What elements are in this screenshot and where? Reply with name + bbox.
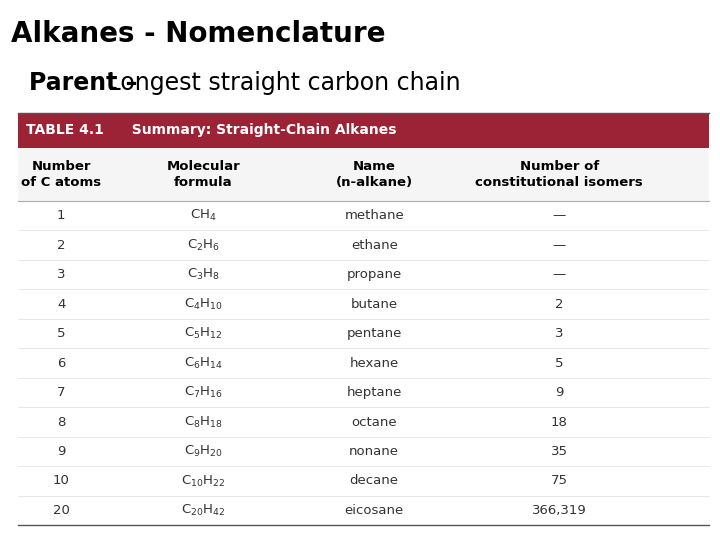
Bar [19,348,708,378]
Text: 10: 10 [53,475,70,488]
Text: 8: 8 [57,415,66,429]
Text: 7: 7 [57,386,66,399]
Text: eicosane: eicosane [345,504,404,517]
Text: butane: butane [351,298,397,310]
Text: Name
(n-alkane): Name (n-alkane) [336,160,413,189]
Text: 4: 4 [57,298,66,310]
Text: Number of
constitutional isomers: Number of constitutional isomers [475,160,643,189]
Text: C$_6$H$_{14}$: C$_6$H$_{14}$ [184,355,223,370]
Text: 3: 3 [555,327,564,340]
Text: 5: 5 [57,327,66,340]
Text: 2: 2 [57,239,66,252]
Text: —: — [553,209,566,222]
Text: Number
of C atoms: Number of C atoms [21,160,102,189]
Text: methane: methane [344,209,404,222]
Text: decane: decane [350,475,399,488]
Text: C$_5$H$_{12}$: C$_5$H$_{12}$ [184,326,222,341]
Text: 3: 3 [57,268,66,281]
Bar [19,148,708,201]
Text: Molecular
formula: Molecular formula [166,160,240,189]
Text: —: — [553,239,566,252]
Text: propane: propane [346,268,402,281]
Bar [19,496,708,525]
Text: ethane: ethane [351,239,397,252]
Text: heptane: heptane [346,386,402,399]
Text: 35: 35 [551,445,568,458]
Text: C$_8$H$_{18}$: C$_8$H$_{18}$ [184,415,223,429]
Text: 18: 18 [551,415,567,429]
Text: 75: 75 [551,475,568,488]
Bar [19,466,708,496]
Text: 9: 9 [57,445,66,458]
Bar [19,113,708,148]
Text: 366,319: 366,319 [532,504,587,517]
Text: 6: 6 [57,356,66,369]
Bar [19,319,708,348]
Text: C$_{20}$H$_{42}$: C$_{20}$H$_{42}$ [181,503,225,518]
Bar [19,260,708,289]
Bar [19,407,708,437]
Bar [19,289,708,319]
Text: hexane: hexane [350,356,399,369]
Bar [19,201,708,231]
Text: nonane: nonane [349,445,399,458]
Text: C$_9$H$_{20}$: C$_9$H$_{20}$ [184,444,223,459]
Text: Alkanes - Nomenclature: Alkanes - Nomenclature [12,20,386,48]
Text: Summary: Straight-Chain Alkanes: Summary: Straight-Chain Alkanes [122,124,396,138]
Text: C$_{10}$H$_{22}$: C$_{10}$H$_{22}$ [181,474,225,489]
Text: 5: 5 [555,356,564,369]
Text: 1: 1 [57,209,66,222]
Text: 2: 2 [555,298,564,310]
Text: CH$_4$: CH$_4$ [190,208,217,223]
Bar [19,378,708,407]
Text: 9: 9 [555,386,564,399]
Text: octane: octane [351,415,397,429]
Text: Longest straight carbon chain: Longest straight carbon chain [100,71,461,94]
Text: C$_7$H$_{16}$: C$_7$H$_{16}$ [184,385,223,400]
Text: 20: 20 [53,504,70,517]
Text: C$_3$H$_8$: C$_3$H$_8$ [187,267,220,282]
Text: C$_4$H$_{10}$: C$_4$H$_{10}$ [184,296,223,312]
Text: C$_2$H$_6$: C$_2$H$_6$ [187,238,220,253]
Text: TABLE 4.1: TABLE 4.1 [25,124,104,138]
Text: Parent –: Parent – [29,71,138,94]
Bar [19,437,708,466]
Text: —: — [553,268,566,281]
Text: pentane: pentane [346,327,402,340]
Bar [19,231,708,260]
